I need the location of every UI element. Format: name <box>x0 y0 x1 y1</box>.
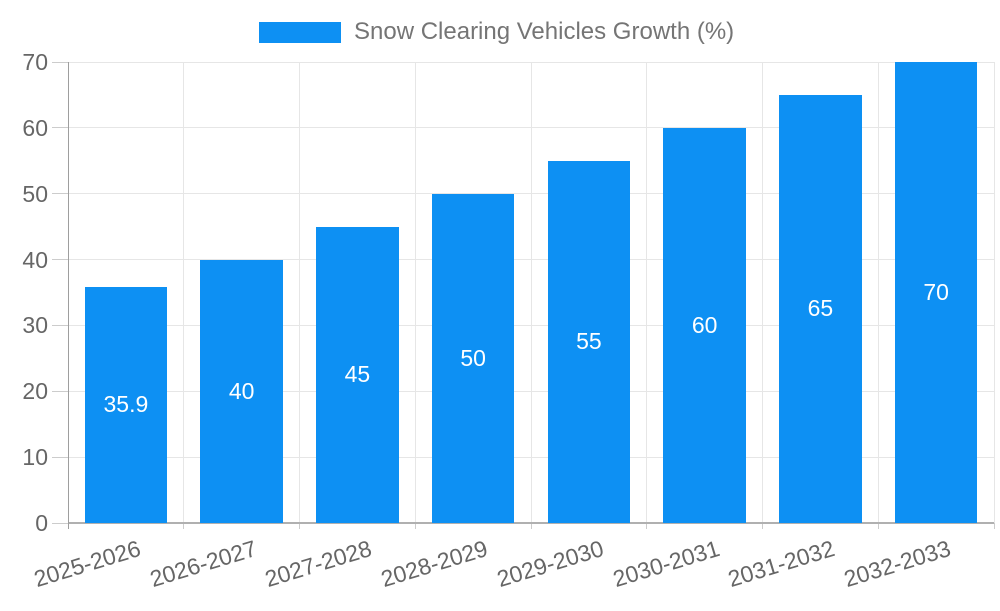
vertical-gridline <box>530 62 532 523</box>
y-axis-tick <box>52 390 68 392</box>
y-axis-label: 30 <box>22 312 48 339</box>
vertical-gridline <box>414 62 416 523</box>
y-axis-tick <box>52 324 68 326</box>
bar-value-label: 60 <box>691 311 718 338</box>
vertical-gridline <box>299 62 300 523</box>
plot-area: 0 10 20 30 40 50 60 70 35.9 40 45 50 55 60 65 70 2025-20… <box>22 49 995 592</box>
bar[interactable]: 55 <box>547 160 631 523</box>
legend-swatch <box>259 21 341 43</box>
bar-value-label: 35.9 <box>103 391 149 418</box>
y-axis-label: 40 <box>22 246 48 273</box>
bar[interactable]: 50 <box>431 193 515 523</box>
bar-value-label: 50 <box>460 344 486 371</box>
y-axis-tick <box>52 259 68 261</box>
bar[interactable]: 60 <box>663 127 746 523</box>
bar[interactable]: 40 <box>200 259 283 523</box>
x-axis-tick <box>646 523 648 529</box>
vertical-gridline <box>183 62 185 523</box>
y-axis-tick <box>52 522 68 524</box>
x-axis-tick <box>299 523 300 529</box>
vertical-gridline <box>993 62 995 523</box>
bar[interactable]: 45 <box>316 226 399 523</box>
y-axis-tick <box>52 61 68 63</box>
x-axis-tick <box>183 523 185 529</box>
x-axis-tick <box>762 523 763 529</box>
y-axis-line <box>68 62 69 529</box>
y-axis-tick <box>52 456 68 458</box>
y-axis-label: 0 <box>35 510 48 536</box>
bar-value-label: 55 <box>576 328 602 355</box>
y-axis-label: 10 <box>22 444 48 471</box>
bar-value-label: 45 <box>344 361 371 388</box>
x-axis-tick <box>530 523 532 529</box>
y-axis-label: 50 <box>22 180 48 207</box>
vertical-gridline <box>877 62 879 523</box>
bar[interactable]: 70 <box>894 62 978 523</box>
legend-item[interactable]: Snow Clearing Vehicles Growth (%) <box>259 18 734 46</box>
x-axis-tick <box>993 523 995 529</box>
x-axis-tick <box>414 523 416 529</box>
y-axis-tick <box>52 193 68 195</box>
bar[interactable]: 65 <box>779 94 862 523</box>
bar[interactable]: 35.9 <box>84 286 168 523</box>
x-axis-baseline <box>68 522 994 524</box>
legend-label: Snow Clearing Vehicles Growth (%) <box>354 18 735 45</box>
bar-value-label: 40 <box>228 377 255 404</box>
vertical-gridline <box>646 62 648 523</box>
bar-value-label: 70 <box>923 279 949 305</box>
x-axis-tick <box>877 523 879 529</box>
vertical-gridline <box>762 62 763 523</box>
bar-value-label: 65 <box>807 295 834 322</box>
y-axis-label: 20 <box>22 378 48 405</box>
y-axis-label: 60 <box>22 114 48 141</box>
y-axis-tick <box>52 127 68 129</box>
y-axis-label: 70 <box>22 49 48 75</box>
